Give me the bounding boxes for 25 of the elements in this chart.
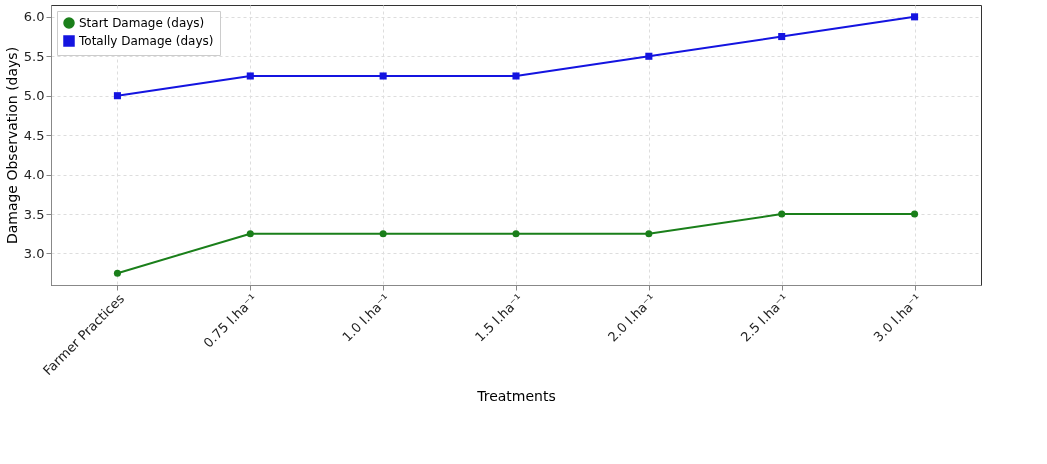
point [512, 230, 520, 238]
legend-label: Start Damage (days) [79, 16, 205, 30]
y-tick-label: 3.0 [23, 245, 45, 261]
y-tick-label: 5.5 [23, 48, 45, 64]
y-tick-label: 3.5 [23, 206, 45, 222]
point [911, 210, 919, 218]
point [246, 72, 254, 80]
point [778, 210, 786, 218]
x-axis-title: Treatments [476, 388, 556, 405]
point [778, 33, 786, 41]
point [512, 72, 520, 80]
point [379, 72, 387, 80]
point [911, 13, 919, 21]
y-tick-label: 4.5 [23, 127, 45, 143]
point [246, 230, 254, 238]
point [645, 230, 653, 238]
point [645, 52, 653, 60]
y-tick-label: 5.0 [23, 88, 45, 104]
point [113, 92, 121, 100]
point [379, 230, 387, 238]
y-tick-label: 6.0 [23, 9, 45, 25]
legend-label: Totally Damage (days) [78, 34, 214, 48]
y-tick-label: 4.0 [23, 167, 45, 183]
y-axis-title: Damage Observation (days) [3, 46, 20, 245]
point [113, 269, 121, 277]
